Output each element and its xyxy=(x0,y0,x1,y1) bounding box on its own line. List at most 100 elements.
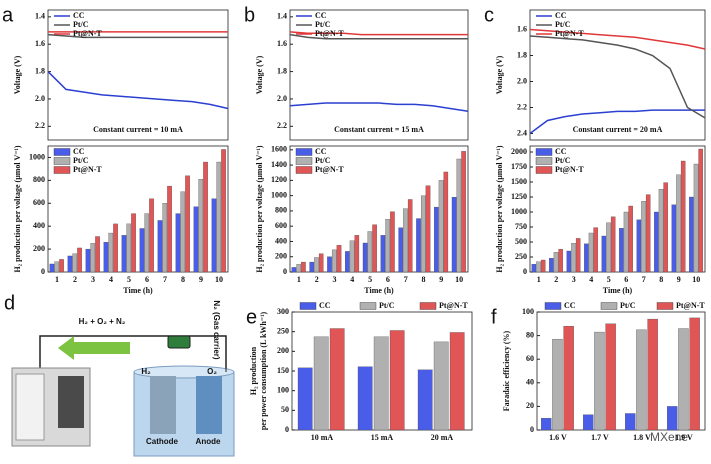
bar xyxy=(380,235,386,273)
bar xyxy=(403,208,408,273)
bar xyxy=(95,236,100,273)
y-tick-label: 200 xyxy=(277,346,289,355)
x-tick-label: 5 xyxy=(127,275,131,284)
legend-label: Pt/C xyxy=(73,20,89,29)
legend-swatch xyxy=(295,148,313,156)
x-tick-label: 10 xyxy=(692,275,700,284)
y-tick-label: 400 xyxy=(275,236,287,245)
legend-label: CC xyxy=(564,301,576,310)
y-tick-label: 300 xyxy=(277,307,289,316)
y-tick-label: 2.4 xyxy=(517,128,527,137)
legend-label: Pt/C xyxy=(555,20,571,29)
x-tick-label: 5 xyxy=(607,275,611,284)
legend-swatch xyxy=(53,148,71,156)
bar xyxy=(398,227,404,273)
y-tick-label: 800 xyxy=(33,175,45,184)
gc-door xyxy=(15,373,45,441)
y-tick-label: 250 xyxy=(277,326,289,335)
y-tick-label: 0 xyxy=(41,267,45,276)
y-tick-label: 0 xyxy=(530,425,534,434)
bar xyxy=(641,201,646,273)
y-tick-label: 1.4 xyxy=(277,12,287,21)
legend-label: Pt@N-T xyxy=(315,165,344,174)
bar xyxy=(185,175,190,273)
bar xyxy=(425,185,431,273)
legend-swatch xyxy=(535,166,553,174)
y-axis-label: Voltage (V) xyxy=(13,55,22,94)
bar xyxy=(175,213,181,273)
legend-label: Pt@N-T xyxy=(439,301,468,310)
bar xyxy=(301,261,306,273)
bar xyxy=(461,151,466,273)
legend-label: CC xyxy=(315,147,327,156)
anode-gas: O₂ xyxy=(207,367,217,376)
y-axis-label: per power consumption (L kWh⁻¹) xyxy=(259,311,268,430)
y-tick-label: 1.8 xyxy=(277,66,287,75)
y-tick-label: 1.6 xyxy=(35,39,45,48)
bar xyxy=(658,189,664,273)
x-tick-label: 1.6 V xyxy=(549,433,567,442)
y-tick-label: 2.0 xyxy=(35,94,45,103)
y-tick-label: 750 xyxy=(515,222,527,231)
bar xyxy=(331,249,337,273)
bar xyxy=(449,332,465,431)
y-tick-label: 1250 xyxy=(511,192,527,201)
annotation: Constant current = 20 mA xyxy=(573,125,663,134)
x-tick-label: 1.9 V xyxy=(675,433,693,442)
bar xyxy=(623,211,629,273)
bar xyxy=(318,253,324,273)
y-tick-label: 0 xyxy=(283,267,287,276)
bar xyxy=(162,203,168,273)
legend-swatch xyxy=(656,302,674,310)
y-tick-label: 1000 xyxy=(271,190,287,199)
cathode-label: Cathode xyxy=(146,437,179,446)
bar xyxy=(420,195,426,273)
x-tick-label: 3 xyxy=(572,275,576,284)
legend-swatch xyxy=(295,157,313,165)
bar xyxy=(54,261,60,273)
x-tick-label: 9 xyxy=(439,275,443,284)
bar xyxy=(645,194,651,273)
bar xyxy=(203,161,208,273)
legend-label: Pt@N-T xyxy=(676,301,705,310)
y-tick-label: 2000 xyxy=(511,147,527,156)
bar xyxy=(372,224,377,273)
bar xyxy=(571,243,576,273)
x-tick-label: 2 xyxy=(554,275,558,284)
bar xyxy=(121,235,127,273)
bar xyxy=(636,219,642,273)
y-axis-label: H₂ production per voltage (μmol V⁻¹) xyxy=(13,145,22,272)
x-tick-label: 6 xyxy=(624,275,628,284)
x-tick-label: 3 xyxy=(333,275,337,284)
bar xyxy=(390,211,395,273)
legend-label: Pt@N-T xyxy=(315,29,344,38)
legend-label: Pt@N-T xyxy=(555,29,584,38)
legend-label: CC xyxy=(555,147,567,156)
y-tick-label: 2.2 xyxy=(517,102,527,111)
bar xyxy=(667,406,678,431)
y-tick-label: 1750 xyxy=(511,162,527,171)
cathode-electrode xyxy=(150,376,176,434)
anode-label: Anode xyxy=(196,437,221,446)
bar xyxy=(625,413,636,431)
x-tick-label: 2 xyxy=(315,275,319,284)
bar xyxy=(552,338,563,431)
y-tick-label: 1.8 xyxy=(35,66,45,75)
legend-swatch xyxy=(535,148,553,156)
y-tick-label: 1500 xyxy=(511,177,527,186)
plot-frame xyxy=(536,311,706,431)
panel-letter: b xyxy=(244,4,255,26)
y-tick-label: 200 xyxy=(33,244,45,253)
cathode-gas: H₂ xyxy=(141,367,151,376)
bar xyxy=(90,243,96,273)
bar xyxy=(49,263,55,273)
y-tick-label: 1.8 xyxy=(517,50,527,59)
x-tick-label: 1.7 V xyxy=(591,433,609,442)
panel-letter: e xyxy=(246,306,257,328)
bar xyxy=(676,174,681,273)
x-tick-label: 4 xyxy=(350,275,354,284)
y-tick-label: 100 xyxy=(277,385,289,394)
x-tick-label: 7 xyxy=(642,275,646,284)
bar xyxy=(108,232,114,273)
